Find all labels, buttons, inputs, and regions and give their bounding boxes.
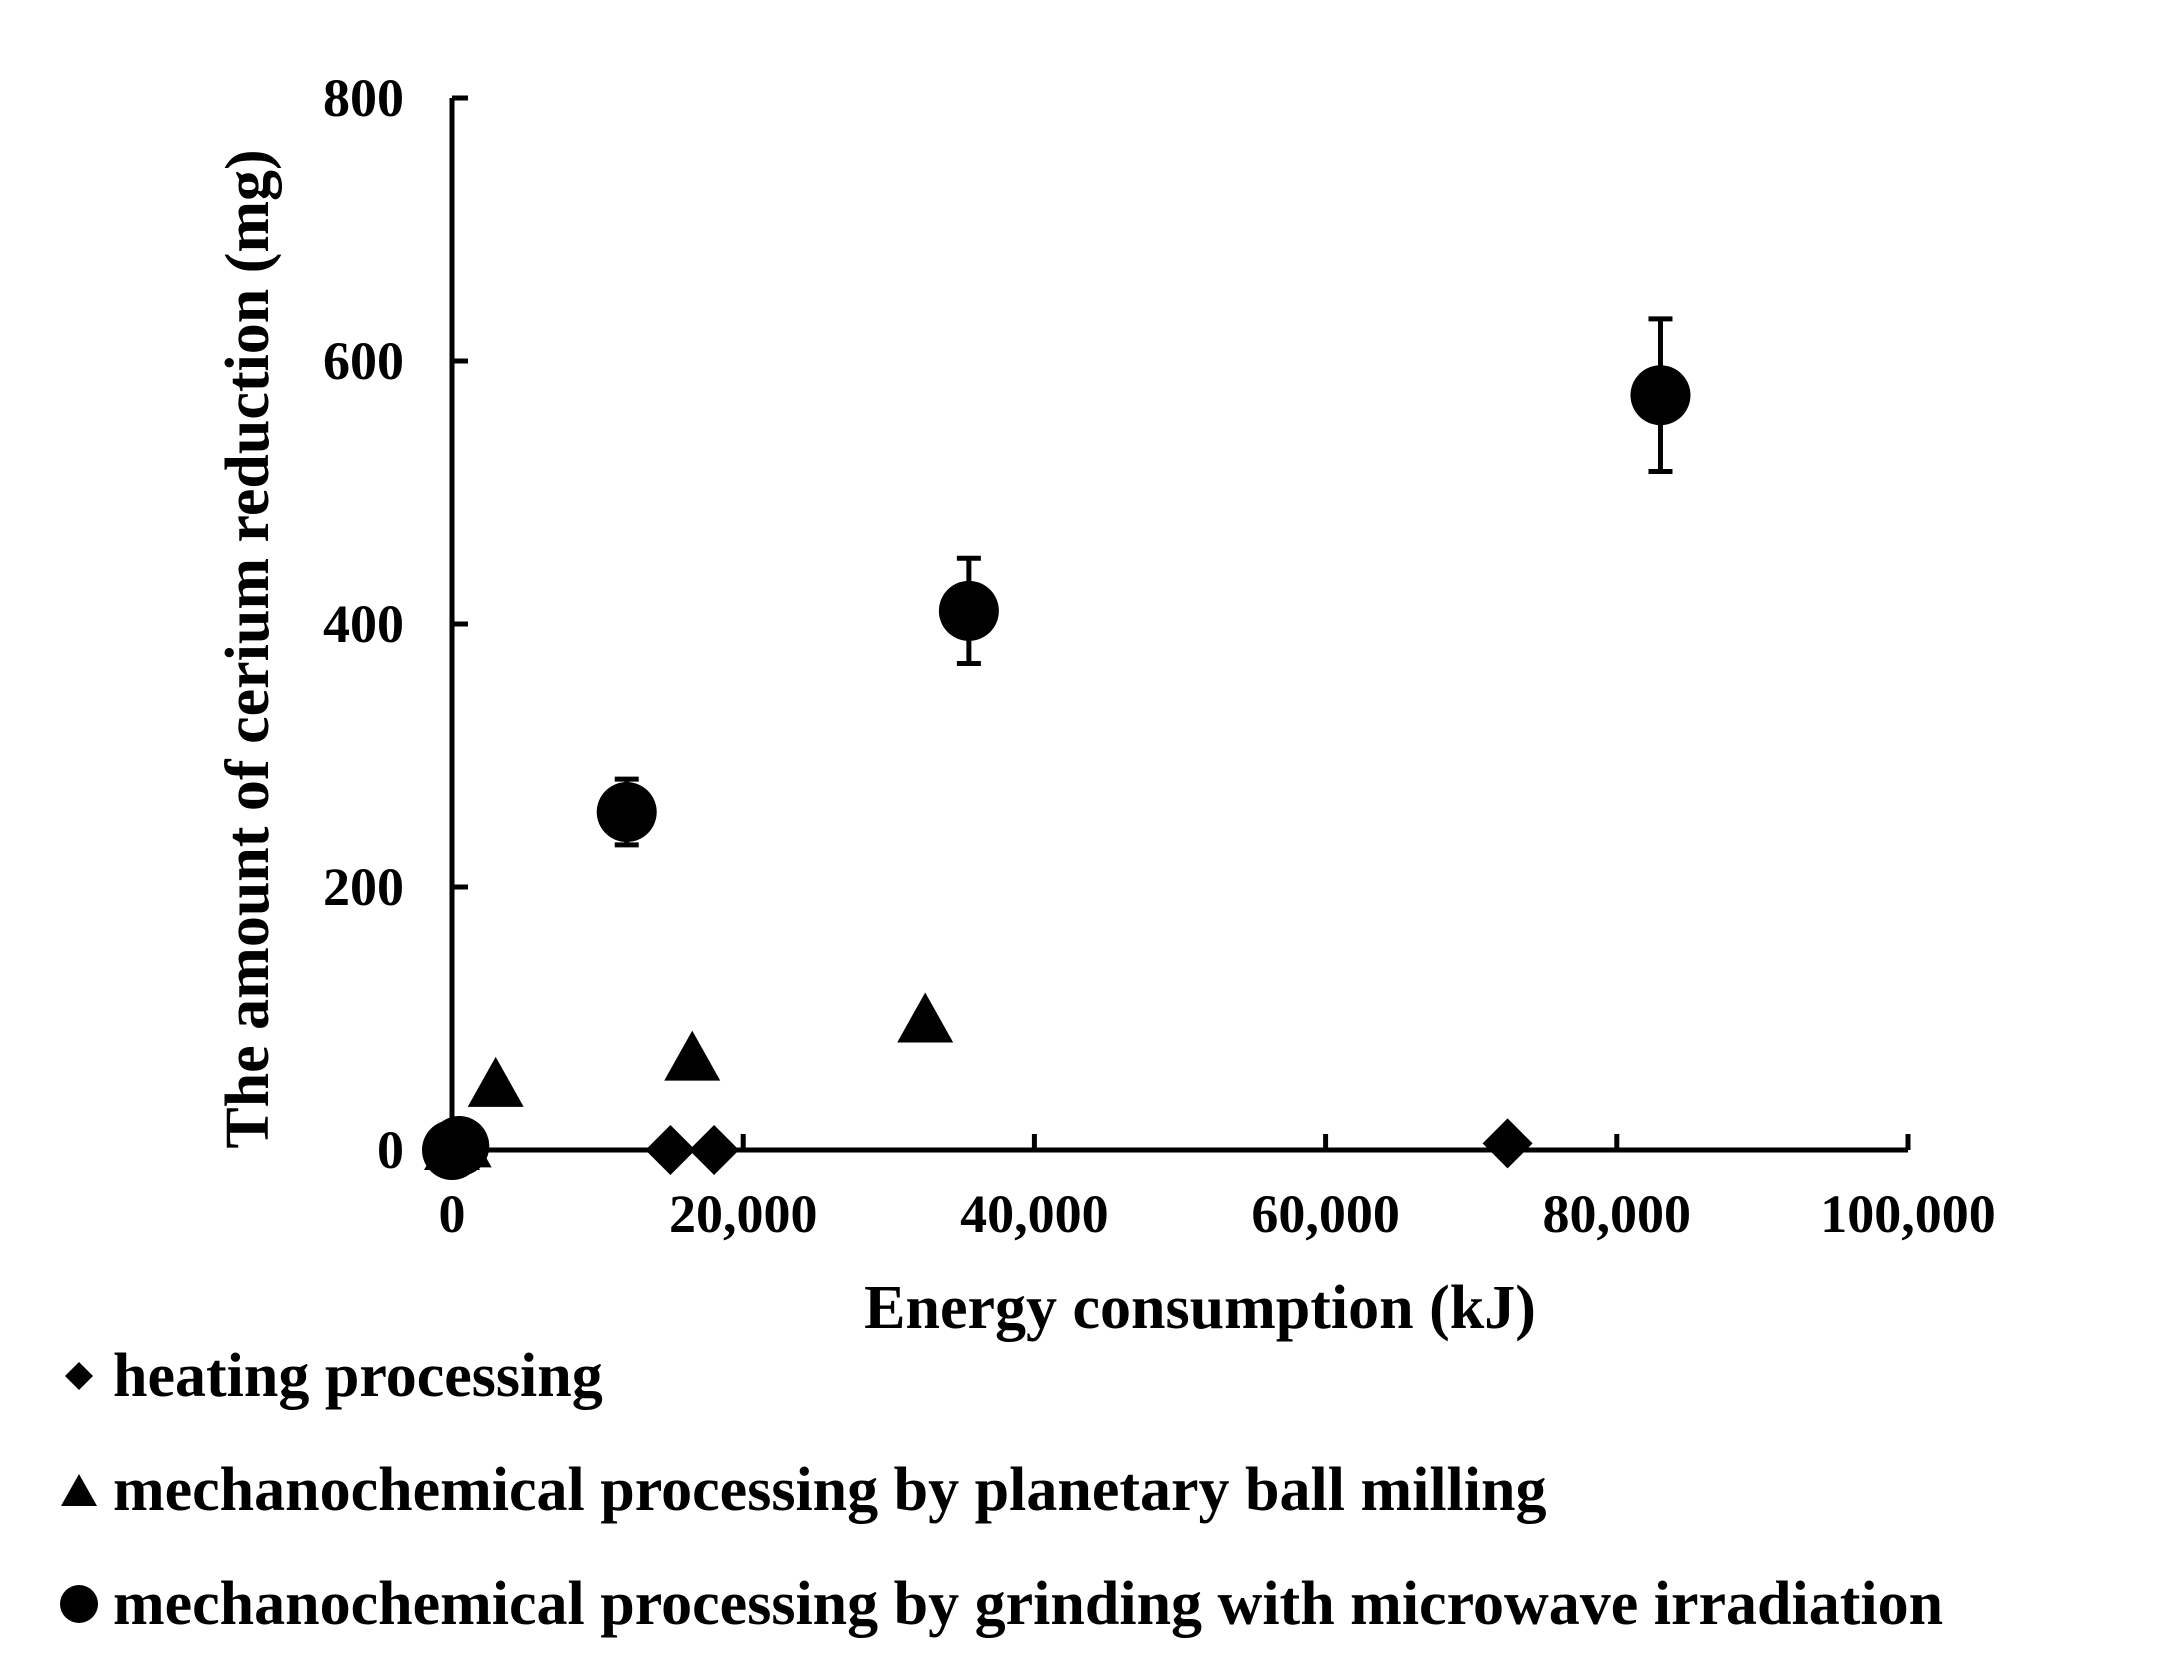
x-axis-title: Energy consumption (kJ)	[864, 1274, 1536, 1342]
diamond-point	[645, 1125, 696, 1175]
circle-point	[429, 1116, 490, 1177]
circle-marker-icon	[60, 1585, 98, 1623]
axes	[449, 98, 1908, 1153]
circle-point	[1630, 365, 1691, 426]
y-tick-label: 400	[323, 594, 404, 654]
y-tick-label: 600	[323, 331, 404, 391]
x-tick-label: 40,000	[960, 1184, 1109, 1244]
diamond-point	[689, 1125, 740, 1175]
x-tick-label: 80,000	[1543, 1184, 1692, 1244]
y-tick-label: 0	[377, 1120, 404, 1180]
y-tick-label: 200	[323, 857, 404, 917]
legend: heating processing mechanochemical proce…	[55, 1340, 1943, 1640]
ticks: 0 20,000 40,000 60,000 80,000 100,000 0 200 400 6…	[323, 68, 1996, 1244]
triangle-point	[897, 992, 954, 1043]
triangle-point	[467, 1056, 524, 1107]
legend-label-microwave: mechanochemical processing by grinding w…	[113, 1569, 1944, 1638]
legend-item-heating: heating processing	[55, 1340, 1943, 1412]
legend-item-microwave: mechanochemical processing by grinding w…	[55, 1568, 1943, 1640]
x-tick-label: 0	[439, 1184, 466, 1244]
triangle-point	[664, 1030, 721, 1081]
circle-point	[938, 580, 999, 641]
x-tick-label: 60,000	[1251, 1184, 1400, 1244]
y-axis-title: The amount of cerium reduction (mg)	[214, 149, 282, 1148]
data-marks	[422, 316, 1691, 1180]
legend-label-heating: heating processing	[113, 1341, 603, 1410]
x-tick-label: 20,000	[669, 1184, 818, 1244]
y-tick-label: 800	[323, 68, 404, 128]
circle-point	[596, 782, 657, 843]
legend-item-ball-milling: mechanochemical processing by planetary …	[55, 1454, 1943, 1526]
diamond-point	[1482, 1118, 1533, 1169]
legend-label-ball-milling: mechanochemical processing by planetary …	[113, 1455, 1547, 1524]
diamond-marker-icon	[65, 1362, 93, 1390]
triangle-marker-icon	[61, 1474, 97, 1506]
x-tick-label: 100,000	[1820, 1184, 1996, 1244]
